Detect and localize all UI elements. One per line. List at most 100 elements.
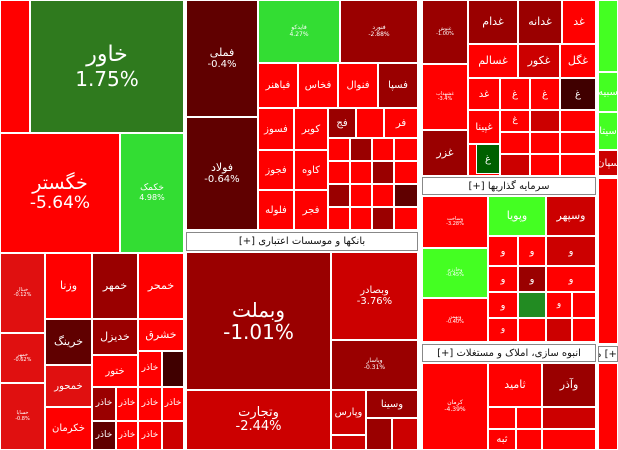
tile-small[interactable]: خاذر <box>92 387 116 421</box>
tile-vo[interactable]: و <box>518 266 546 292</box>
tile-vo[interactable]: و <box>488 292 518 318</box>
tile-khsapa[interactable]: خساپا -0.8% <box>0 383 45 450</box>
tile-ghpina[interactable]: غپینا <box>468 110 500 144</box>
tile-fjr[interactable]: فجر <box>294 190 328 230</box>
tile-fbahonar[interactable]: فباهنر <box>258 63 298 108</box>
tile-fspa[interactable]: فسپا <box>378 63 418 108</box>
tile-small[interactable] <box>516 429 542 450</box>
tile-foolad[interactable]: فولاد -0.64% <box>186 117 258 230</box>
tile-small[interactable] <box>518 292 546 318</box>
tile-khekmak[interactable]: خکمک 4.98% <box>120 133 184 253</box>
tile-ghd[interactable]: غد <box>562 0 596 44</box>
tile-vebsader[interactable]: وبصادر -3.76% <box>331 252 418 340</box>
tile-kerman[interactable]: کرمان -4.39% <box>422 363 488 450</box>
tile-small[interactable] <box>328 207 350 230</box>
tile-small[interactable] <box>372 138 394 161</box>
tile-small[interactable] <box>356 108 384 138</box>
tile-small[interactable] <box>560 132 596 154</box>
tile-khtoor[interactable]: ختور <box>92 355 138 387</box>
tile-faidko[interactable]: فایدکو 4.27% <box>258 0 340 63</box>
tile-small[interactable] <box>572 292 596 318</box>
tile-ghsalem[interactable]: غسالم <box>468 44 518 78</box>
tile-khrig[interactable]: خرینگ <box>45 319 92 365</box>
tile-ghgh[interactable]: غ <box>500 78 530 110</box>
tile-samid[interactable]: ثامید <box>488 363 542 407</box>
tile-vazna[interactable]: وزنا <box>45 253 92 319</box>
tile-fej[interactable]: فج <box>328 108 356 138</box>
tile-tba[interactable]: ثبه <box>488 429 516 450</box>
tile-fmhrz[interactable]: فجوز <box>258 150 294 190</box>
tile-khshrq[interactable]: خشرق <box>138 319 184 351</box>
tile-foolsh[interactable]: فنورد -2.88% <box>340 0 418 63</box>
tile-vpouya[interactable]: وپویا <box>488 196 546 236</box>
tile-khavar[interactable]: خاور 1.75% <box>30 0 184 133</box>
tile-small[interactable] <box>598 363 618 450</box>
tile-small[interactable] <box>518 318 546 342</box>
tile-small[interactable]: خاذر <box>162 387 184 421</box>
tile-vazar[interactable]: وآذر <box>542 363 596 407</box>
tile-folooleh[interactable]: فلوله <box>258 190 294 230</box>
tile-khomhr[interactable]: خمهر -0.62% <box>0 333 45 383</box>
tile-sabiah[interactable]: سبیه <box>598 72 618 112</box>
tile-small[interactable]: خاذر <box>116 387 138 421</box>
tile-small[interactable] <box>0 0 30 133</box>
sector-header-investment[interactable]: سرمایه گذاریها [+] <box>422 177 596 195</box>
tile-vsakht[interactable]: وساخت -3.28% <box>422 196 488 248</box>
tile-khazr[interactable]: خاذر <box>138 351 162 387</box>
sector-header-edge[interactable]: [+] م <box>598 346 618 362</box>
tile-small[interactable] <box>546 318 572 342</box>
tile-small[interactable] <box>350 138 372 161</box>
tile-vebmelat[interactable]: وبملت -1.01% <box>186 252 331 390</box>
tile-vsepehr[interactable]: وسپهر <box>546 196 596 236</box>
tile-khemhr[interactable]: خمهر <box>92 253 138 319</box>
tile-kavir[interactable]: کویر <box>294 108 328 150</box>
tile-vpasar[interactable]: وپاسار -0.31% <box>331 340 418 390</box>
tile-small[interactable] <box>542 407 596 429</box>
tile-ghzar[interactable]: غزر <box>422 130 468 176</box>
tile-sipan[interactable]: سپان <box>598 150 618 176</box>
tile-siat[interactable]: سیتا <box>598 112 618 150</box>
tile-small[interactable] <box>394 207 418 230</box>
tile-small[interactable] <box>542 429 596 450</box>
tile-vtejarat[interactable]: وتجارت -2.44% <box>186 390 331 450</box>
tile-vo[interactable]: و <box>546 236 596 266</box>
tile-vo[interactable]: و <box>488 318 518 342</box>
tile-small[interactable] <box>366 418 392 450</box>
tile-ghd[interactable]: غد <box>468 78 500 110</box>
tile-small[interactable]: خاذر <box>92 421 116 450</box>
tile-small[interactable] <box>372 184 394 207</box>
tile-khkarman[interactable]: خکرمان <box>45 407 92 450</box>
tile-ghgh[interactable]: غ <box>500 110 530 132</box>
tile-small[interactable] <box>530 132 560 154</box>
tile-vsina[interactable]: وسینا <box>366 390 418 418</box>
tile-small[interactable]: خاذر <box>138 387 162 421</box>
tile-small[interactable] <box>372 161 394 184</box>
tile-small[interactable] <box>328 138 350 161</box>
tile-small[interactable] <box>162 351 184 387</box>
tile-ghgol[interactable]: غگل <box>560 44 596 78</box>
tile-kave[interactable]: کاوه <box>294 150 328 190</box>
tile-vo[interactable]: و <box>488 266 518 292</box>
tile-ghsb[interactable]: غشهداب -3.4% <box>422 64 468 130</box>
tile-vo[interactable]: و <box>518 236 546 266</box>
tile-fkharz[interactable]: فخاس <box>298 63 338 108</box>
tile-small[interactable] <box>572 318 596 342</box>
tile-fnval[interactable]: فنوال <box>338 63 378 108</box>
tile-khemhor[interactable]: خمحور <box>45 365 92 407</box>
tile-small[interactable] <box>394 184 418 207</box>
tile-vpars[interactable]: وپارس <box>331 390 366 435</box>
tile-small[interactable] <box>560 110 596 132</box>
tile-ghgh[interactable]: غ <box>530 78 560 110</box>
tile-small[interactable] <box>328 161 350 184</box>
tile-small[interactable] <box>350 207 372 230</box>
tile-small[interactable]: خاذر <box>138 421 162 450</box>
tile-small[interactable] <box>516 407 542 429</box>
tile-small[interactable]: خاذر <box>116 421 138 450</box>
tile-small[interactable] <box>350 184 372 207</box>
tile-khegostar[interactable]: خگستر -5.64% <box>0 133 120 253</box>
tile-small[interactable] <box>488 407 516 429</box>
tile-khanal[interactable]: خبنال -0.12% <box>0 253 45 333</box>
tile-ghdaneh[interactable]: غدانه <box>518 0 562 44</box>
tile-vbahman[interactable]: وبهمن -0.40% <box>422 298 488 342</box>
tile-vo[interactable]: و <box>546 292 572 318</box>
